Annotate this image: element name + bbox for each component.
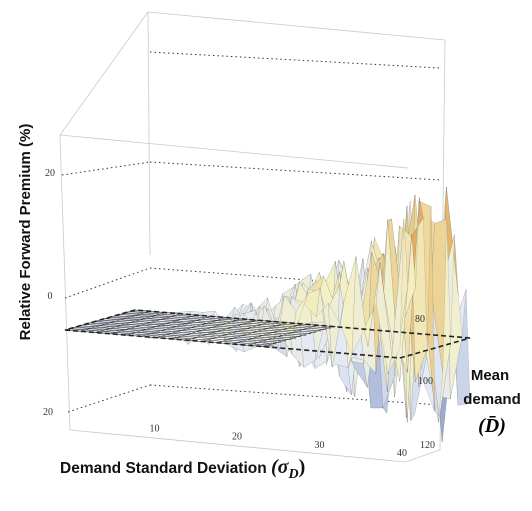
x-axis-label-close: ) <box>299 456 306 478</box>
plane-grid-line <box>99 319 302 338</box>
plane-grid-line <box>74 326 277 345</box>
y-tick-label: 120 <box>420 440 435 451</box>
plane-grid-line <box>109 316 312 335</box>
plane-grid-line <box>79 325 282 343</box>
plane-grid-line <box>124 312 327 330</box>
plane-grid-line <box>89 322 292 340</box>
plane-edge <box>64 329 401 359</box>
x-axis-label-symbol: (σ <box>271 456 290 478</box>
x-tick-label: 30 <box>315 440 325 451</box>
z-tick-label: 0 <box>48 291 53 302</box>
surface-patch <box>403 197 420 373</box>
x-tick-label: 40 <box>397 448 407 459</box>
plane-grid-line <box>119 314 322 332</box>
z-axis-label: Relative Forward Premium (%) <box>17 124 34 341</box>
surface <box>64 187 471 442</box>
zero-reference-plane <box>64 309 471 359</box>
z-tick-label: 20 <box>43 407 53 418</box>
y-tick-label: 100 <box>418 376 433 387</box>
x-axis-label: Demand Standard Deviation (σD) <box>60 456 305 482</box>
plane-edge <box>64 309 136 331</box>
plane-grid-line <box>84 324 287 342</box>
plane-grid-line <box>69 328 272 346</box>
surface-patch <box>442 187 459 296</box>
y-axis-label-symbol: (D̄) <box>478 415 506 437</box>
x-tick-label: 20 <box>232 432 242 443</box>
plane-edge <box>399 337 471 359</box>
x-axis-label-subscript: D <box>287 467 298 482</box>
plane-grid-line <box>129 311 332 329</box>
y-tick-label: 80 <box>415 314 425 325</box>
x-axis-label-text: Demand Standard Deviation <box>60 460 271 477</box>
z-tick-label: 20 <box>45 168 55 179</box>
plane-grid-line <box>104 318 307 336</box>
surface-patch <box>387 219 405 375</box>
plane-grid-line <box>114 315 317 333</box>
y-axis-label-line1: Mean <box>471 367 509 384</box>
x-tick-label: 10 <box>150 423 160 434</box>
plane-edge <box>134 309 471 339</box>
plane-grid-line <box>94 321 297 339</box>
axis-ticks: 10 20 30 40 80 100 120 20 0 20 <box>43 168 435 459</box>
y-axis-label-line2: demand <box>463 391 521 408</box>
back-wall-gridlines <box>61 51 441 413</box>
